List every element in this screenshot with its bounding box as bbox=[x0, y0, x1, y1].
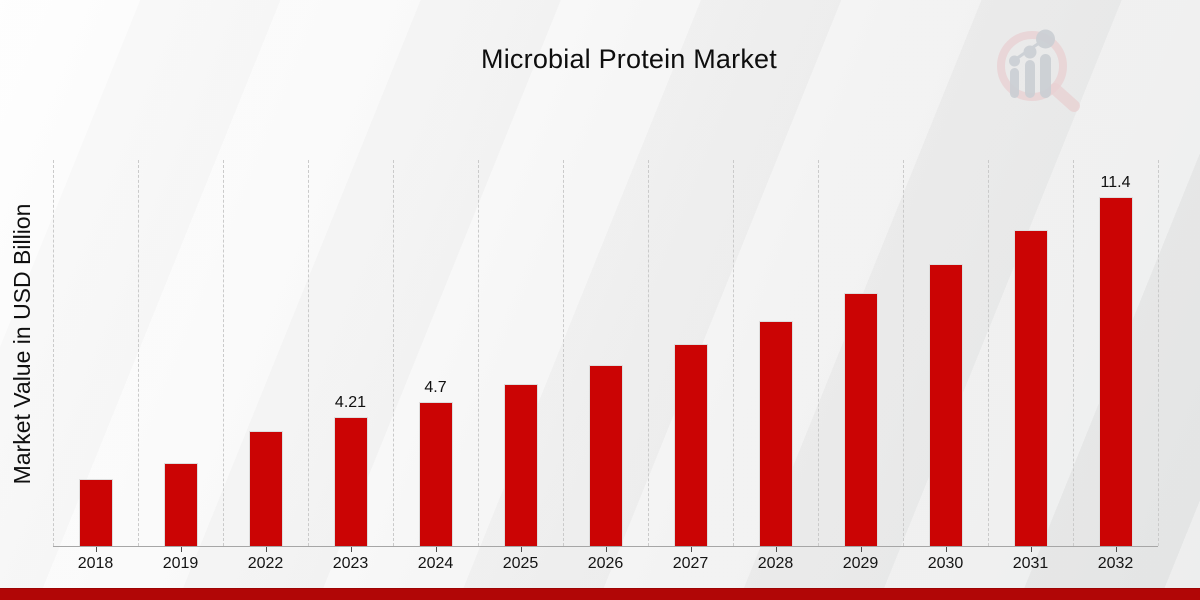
bar-2018 bbox=[78, 478, 113, 546]
gridline bbox=[138, 160, 139, 546]
x-tick-label: 2030 bbox=[927, 555, 964, 572]
bar-2030 bbox=[928, 264, 963, 546]
x-tick-label: 2027 bbox=[672, 555, 709, 572]
gridline bbox=[1073, 160, 1074, 546]
magnifier-handle bbox=[1049, 83, 1080, 112]
x-tick-label: 2024 bbox=[417, 555, 454, 572]
gridline bbox=[53, 160, 54, 546]
axis-tick bbox=[690, 547, 692, 552]
bar-2032 bbox=[1098, 196, 1133, 546]
gridline bbox=[818, 160, 819, 546]
x-axis: 2018 2019 2022 2023 2024 2025 2026 2027 2028 2029… bbox=[53, 547, 1158, 589]
x-tick-label: 2025 bbox=[502, 555, 539, 572]
gridline bbox=[393, 160, 394, 546]
axis-tick bbox=[520, 547, 522, 552]
gridline bbox=[1158, 160, 1159, 546]
chart-title: Microbial Protein Market bbox=[481, 44, 777, 74]
bar-2028 bbox=[758, 320, 793, 546]
axis-tick bbox=[605, 547, 607, 552]
bar-value-label: 4.7 bbox=[424, 379, 447, 397]
plot-area: 4.21 4.7 11.4 bbox=[53, 160, 1159, 547]
axis-tick bbox=[265, 547, 267, 552]
gridline bbox=[648, 160, 649, 546]
y-axis-title: Market Value in USD Billion bbox=[9, 203, 35, 485]
bar-value-label: 4.21 bbox=[334, 394, 367, 412]
bar-2027 bbox=[673, 343, 708, 546]
axis-tick bbox=[945, 547, 947, 552]
gridline bbox=[308, 160, 309, 546]
axis-tick bbox=[435, 547, 437, 552]
x-tick-label: 2023 bbox=[332, 555, 369, 572]
axis-tick bbox=[1030, 547, 1032, 552]
axis-tick bbox=[180, 547, 182, 552]
axis-tick bbox=[860, 547, 862, 552]
x-tick-label: 2031 bbox=[1012, 555, 1049, 572]
bar-value-label: 11.4 bbox=[1100, 173, 1131, 191]
footer-red-strip bbox=[0, 588, 1200, 600]
bar-2029 bbox=[843, 293, 878, 546]
x-tick-label: 2022 bbox=[247, 555, 284, 572]
x-tick-label: 2018 bbox=[77, 555, 114, 572]
x-tick-label: 2029 bbox=[842, 555, 879, 572]
bar-2025 bbox=[503, 383, 538, 546]
bar-2019 bbox=[163, 463, 198, 546]
gridline bbox=[223, 160, 224, 546]
bar-2024 bbox=[418, 402, 453, 546]
x-tick-label: 2028 bbox=[757, 555, 794, 572]
x-tick-label: 2019 bbox=[162, 555, 199, 572]
bar-2026 bbox=[588, 365, 623, 546]
bar-2022 bbox=[248, 430, 283, 546]
axis-tick bbox=[775, 547, 777, 552]
axis-tick bbox=[350, 547, 352, 552]
x-tick-label: 2026 bbox=[587, 555, 624, 572]
logo-bar-figures bbox=[1009, 29, 1055, 98]
bar-2031 bbox=[1013, 230, 1048, 546]
magnifier-bar-chart-logo bbox=[997, 29, 1080, 112]
gridline bbox=[478, 160, 479, 546]
gridline bbox=[903, 160, 904, 546]
axis-tick bbox=[1115, 547, 1117, 552]
gridline bbox=[988, 160, 989, 546]
bar-2023 bbox=[333, 417, 368, 546]
axis-tick bbox=[95, 547, 97, 552]
x-tick-label: 2032 bbox=[1097, 555, 1134, 572]
gridline bbox=[733, 160, 734, 546]
gridline bbox=[563, 160, 564, 546]
